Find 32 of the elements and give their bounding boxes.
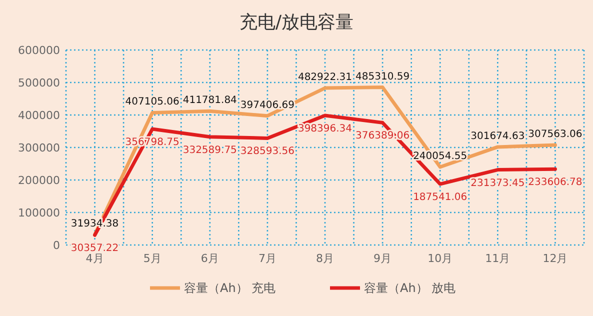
data-label: 233606.78 xyxy=(528,177,582,188)
x-tick-label: 5月 xyxy=(143,252,162,265)
data-label: 407105.06 xyxy=(125,96,180,108)
y-tick-label: 100000 xyxy=(18,206,60,220)
data-label: 231373.45 xyxy=(470,178,525,189)
data-label: 187541.06 xyxy=(413,192,468,204)
data-label: 30357.22 xyxy=(70,243,119,254)
data-label: 411781.84 xyxy=(182,95,237,106)
x-tick-label: 6月 xyxy=(200,252,219,265)
x-tick-label: 10月 xyxy=(428,252,453,265)
y-tick-label: 0 xyxy=(53,239,60,252)
x-tick-label: 12月 xyxy=(542,252,568,265)
chart-title: 充电/放电容量 xyxy=(239,12,354,33)
data-label: 398396.34 xyxy=(298,124,352,135)
data-label: 328593.56 xyxy=(240,146,294,158)
data-label: 332589.75 xyxy=(182,144,237,156)
x-tick-label: 7月 xyxy=(258,252,276,265)
y-tick-label: 400000 xyxy=(18,109,60,122)
x-tick-label: 11月 xyxy=(485,252,510,265)
legend-label: 容量（Ah） 充电 xyxy=(184,281,276,295)
data-label: 485310.59 xyxy=(356,71,410,82)
legend-label: 容量（Ah） 放电 xyxy=(364,281,456,295)
data-label: 307563.06 xyxy=(528,129,582,140)
y-tick-label: 200000 xyxy=(18,174,60,187)
x-tick-label: 4月 xyxy=(86,252,104,265)
y-tick-label: 500000 xyxy=(18,76,60,90)
x-tick-label: 8月 xyxy=(316,252,334,265)
x-tick-label: 9月 xyxy=(374,252,392,265)
y-tick-label: 300000 xyxy=(18,142,60,154)
data-label: 482922.31 xyxy=(298,72,352,84)
y-tick-label: 600000 xyxy=(18,44,60,57)
data-label: 301674.63 xyxy=(470,130,525,142)
